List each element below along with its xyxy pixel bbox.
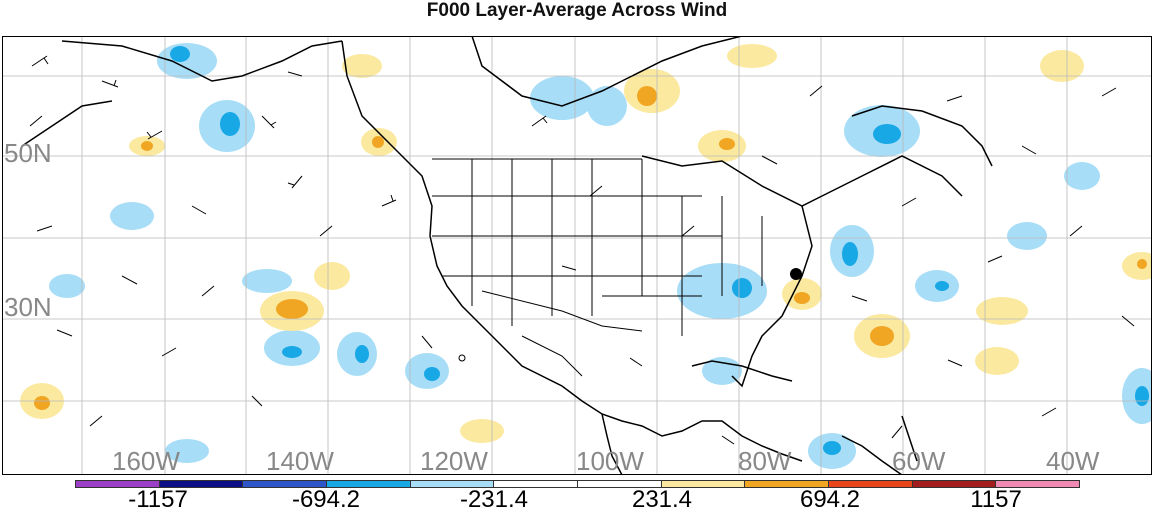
- colorbar-segment: [828, 481, 912, 487]
- colorbar-segment: [493, 481, 578, 487]
- colorbar-label: 1157: [970, 486, 1022, 513]
- station-markers: [458, 268, 802, 362]
- colorbar-segment: [744, 481, 829, 487]
- colorbar-segment: [158, 481, 243, 487]
- political-borders: [432, 158, 763, 377]
- map-canvas: [2, 36, 1152, 475]
- graticule: [2, 36, 1152, 475]
- lon-label-120w: 120W: [420, 446, 488, 476]
- colorbar-label: 231.4: [631, 486, 693, 513]
- map-plot-area: [2, 36, 1152, 475]
- lon-label-140w: 140W: [266, 446, 334, 476]
- colorbar-label: -694.2: [291, 486, 361, 513]
- colorbar-segment: [911, 481, 996, 487]
- colorbar-label: 694.2: [799, 486, 861, 513]
- lon-label-160w: 160W: [112, 446, 180, 476]
- colorbar-segment: [995, 481, 1080, 487]
- map-title: F000 Layer-Average Across Wind: [426, 0, 728, 21]
- colorbar-segment: [409, 481, 494, 487]
- colorbar-label: -231.4: [459, 486, 529, 513]
- wind-barbs: [29, 55, 1135, 445]
- contour-fills: [20, 43, 1152, 469]
- colorbar-segment: [577, 481, 661, 487]
- colorbar: [75, 480, 1080, 488]
- lat-label-50n: 50N: [4, 138, 52, 168]
- colorbar-label: -1157: [128, 486, 188, 513]
- lon-label-40w: 40W: [1046, 446, 1100, 476]
- colorbar-segment: [660, 481, 745, 487]
- lon-label-100w: 100W: [576, 446, 644, 476]
- lon-label-60w: 60W: [892, 446, 946, 476]
- lon-label-80w: 80W: [738, 446, 792, 476]
- colorbar-segment: [326, 481, 410, 487]
- coastlines: [21, 36, 993, 475]
- lat-label-30n: 30N: [4, 292, 52, 322]
- colorbar-segment: [242, 481, 327, 487]
- colorbar-segment: [76, 481, 159, 487]
